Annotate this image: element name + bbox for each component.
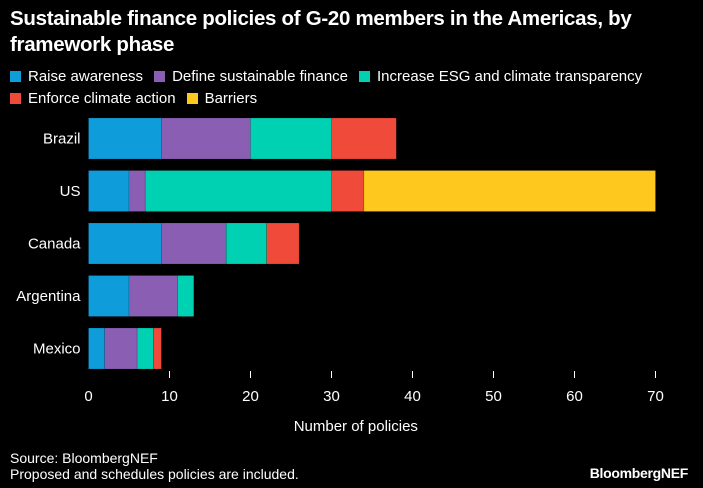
x-tick-label: 70 bbox=[647, 388, 664, 405]
legend-label: Define sustainable finance bbox=[172, 68, 349, 85]
legend-label: Increase ESG and climate transparency bbox=[377, 68, 643, 85]
bar-group bbox=[88, 222, 300, 265]
bar-segment bbox=[177, 275, 195, 317]
legend-label: Barriers bbox=[204, 90, 258, 107]
legend-swatch bbox=[359, 71, 371, 82]
chart-title: Sustainable finance policies of G-20 mem… bbox=[10, 7, 632, 56]
x-tick-label: 0 bbox=[84, 388, 92, 405]
legend-item: Raise awareness bbox=[10, 66, 143, 87]
bar-segment bbox=[161, 222, 227, 265]
bar-segment bbox=[88, 170, 130, 212]
bar-segment bbox=[331, 117, 397, 160]
legend-swatch bbox=[186, 93, 198, 104]
legend-label: Enforce climate action bbox=[28, 90, 176, 107]
legend-item: Define sustainable finance bbox=[154, 66, 348, 87]
bar-segment bbox=[266, 222, 300, 265]
bar-segment bbox=[104, 327, 138, 370]
x-axis-label: Number of policies bbox=[294, 418, 418, 435]
bar-group bbox=[88, 170, 656, 212]
bar-segment bbox=[331, 170, 365, 212]
bar-group bbox=[88, 117, 397, 160]
legend-item: Increase ESG and climate transparency bbox=[359, 66, 642, 87]
bar-segment bbox=[88, 222, 162, 265]
x-tick-label: 50 bbox=[485, 388, 502, 405]
category-label: US bbox=[60, 183, 81, 200]
x-tick-label: 40 bbox=[404, 388, 421, 405]
category-label: Argentina bbox=[16, 288, 81, 305]
bar-segment bbox=[225, 222, 267, 265]
footnote: Proposed and schedules policies are incl… bbox=[10, 466, 299, 482]
legend-swatch bbox=[10, 93, 21, 104]
x-tick-label: 20 bbox=[242, 388, 259, 405]
category-label: Brazil bbox=[43, 131, 81, 148]
bar-segment bbox=[88, 275, 130, 317]
bar-segment bbox=[144, 170, 332, 212]
bar-segment bbox=[136, 327, 154, 370]
bar-group bbox=[88, 327, 162, 370]
bar-segment bbox=[128, 170, 146, 212]
source-note: Source: BloombergNEF bbox=[10, 450, 158, 466]
legend-swatch bbox=[154, 71, 166, 82]
bar-segment bbox=[153, 327, 162, 370]
bar-segment bbox=[88, 117, 162, 160]
bar-segment bbox=[88, 327, 106, 370]
bar-segment bbox=[363, 170, 656, 212]
legend-swatch bbox=[10, 71, 21, 82]
legend-item: Barriers bbox=[186, 88, 258, 109]
category-label: Canada bbox=[28, 236, 81, 253]
bar-segment bbox=[128, 275, 178, 317]
chart-plot: Brazil US Canada Argentina Mexico 0 10 20 30 40 50… bbox=[16, 117, 664, 435]
legend-item: Enforce climate action bbox=[10, 88, 176, 109]
brand-logo: BloombergNEF bbox=[589, 465, 689, 481]
bar-segment bbox=[161, 117, 251, 160]
bar-segment bbox=[250, 117, 332, 160]
x-tick-label: 60 bbox=[566, 388, 583, 405]
x-tick-label: 30 bbox=[323, 388, 340, 405]
x-tick-label: 10 bbox=[161, 388, 178, 405]
legend: Raise awareness Define sustainable financ… bbox=[10, 66, 700, 110]
category-label: Mexico bbox=[33, 341, 81, 358]
bar-group bbox=[88, 275, 195, 317]
legend-label: Raise awareness bbox=[28, 68, 144, 85]
